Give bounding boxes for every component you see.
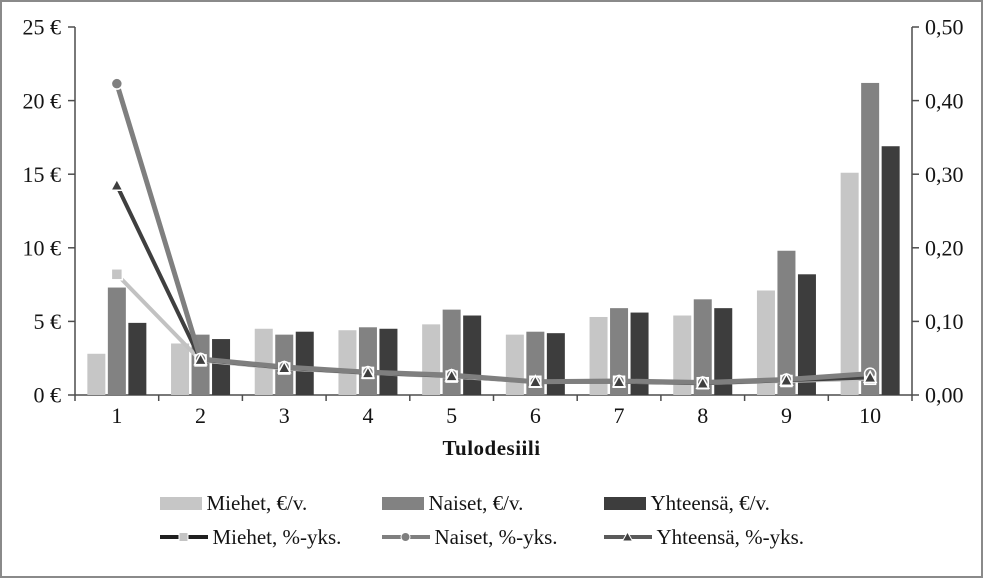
legend-label: Miehet, %-yks. <box>212 524 342 549</box>
bar <box>610 308 629 395</box>
bar <box>212 339 231 395</box>
legend-bar-swatch <box>603 497 646 510</box>
triangle-marker <box>862 369 878 384</box>
x-category-label: 9 <box>781 403 792 428</box>
bar <box>379 328 398 395</box>
right-axis-tick-label: 0,10 <box>925 309 964 334</box>
bar <box>881 146 900 395</box>
triangle-marker <box>528 374 543 388</box>
x-category-label: 3 <box>279 403 290 428</box>
legend-entry: Yhteensä, %-yks. <box>603 522 825 552</box>
bar <box>714 308 733 395</box>
legend-label: Yhteensä, €/v. <box>650 490 770 515</box>
bar <box>505 334 524 395</box>
bar <box>295 331 314 395</box>
triangle-marker <box>276 360 292 374</box>
left-axis-tick-label: 15 € <box>23 162 62 187</box>
bar <box>107 287 126 395</box>
legend-bar-swatch <box>159 497 202 510</box>
triangle-marker-icon <box>621 530 633 542</box>
legend-row-lines: Miehet, %-yks. Naiset, %-yks. Yhteensä, %-… <box>2 522 981 552</box>
legend-swatch <box>159 529 209 545</box>
x-category-label: 6 <box>530 403 541 428</box>
bar <box>589 316 608 395</box>
legend-entry: Miehet, %-yks. <box>159 522 381 552</box>
triangle-marker <box>444 368 459 382</box>
circle-marker <box>110 77 124 90</box>
right-axis-tick-label: 0,00 <box>925 383 964 408</box>
bar <box>797 274 816 395</box>
legend-row-bars: Miehet, €/v. Naiset, €/v. Yhteensä, €/v. <box>2 488 981 518</box>
triangle-marker <box>109 177 125 191</box>
legend-swatch <box>603 529 653 545</box>
x-category-label: 1 <box>111 403 122 428</box>
bar-series <box>128 146 900 395</box>
legend-label: Yhteensä, %-yks. <box>656 524 805 549</box>
square-marker-icon <box>178 532 188 542</box>
bar <box>777 250 796 395</box>
bar <box>756 290 775 395</box>
left-axis-tick-label: 10 € <box>23 236 62 261</box>
legend-entry: Yhteensä, €/v. <box>603 488 825 518</box>
legend-swatch <box>381 529 431 545</box>
x-category-label: 5 <box>446 403 457 428</box>
bar <box>840 172 859 395</box>
x-category-label: 4 <box>362 403 373 428</box>
bar <box>128 322 147 395</box>
right-axis-tick-label: 0,40 <box>925 88 964 113</box>
left-axis-tick-label: 0 € <box>34 383 62 408</box>
legend-bar-swatch <box>381 497 424 510</box>
combo-chart-plot: 0 € 5 € 10 € 15 € 20 € 25 € 0,00 0,10 0,20 0,30 0,… <box>23 15 964 428</box>
legend-entry: Naiset, €/v. <box>381 488 603 518</box>
chart-legend: Miehet, €/v. Naiset, €/v. Yhteensä, €/v. Mi… <box>2 488 981 556</box>
line-series <box>114 81 873 385</box>
x-category-label: 10 <box>859 403 881 428</box>
legend-entry: Miehet, €/v. <box>159 488 381 518</box>
bar <box>171 343 190 395</box>
right-axis-tick-label: 0,50 <box>925 15 964 40</box>
bar <box>693 299 712 395</box>
marker-series <box>109 177 878 389</box>
legend-entry: Naiset, %-yks. <box>381 522 603 552</box>
legend-swatch <box>603 495 647 511</box>
square-marker <box>110 268 124 281</box>
bar <box>546 333 565 395</box>
legend-swatch <box>381 495 425 511</box>
x-category-label: 2 <box>195 403 206 428</box>
left-axis-tick-label: 20 € <box>23 88 62 113</box>
bar <box>630 312 649 395</box>
triangle-marker <box>193 352 208 366</box>
bar <box>338 330 357 395</box>
triangle-marker <box>360 365 376 379</box>
circle-marker-icon <box>400 532 410 542</box>
x-category-label: 7 <box>614 403 625 428</box>
bar <box>422 324 441 395</box>
legend-swatch <box>159 495 203 511</box>
bar <box>463 315 482 395</box>
triangle-marker <box>611 374 627 388</box>
bar <box>87 353 106 395</box>
x-category-label: 8 <box>697 403 708 428</box>
triangle-marker <box>695 375 711 389</box>
legend-label: Naiset, %-yks. <box>434 524 558 549</box>
legend-label: Naiset, €/v. <box>428 490 524 515</box>
left-axis-tick-label: 25 € <box>23 15 62 40</box>
bar <box>254 328 273 395</box>
x-axis-title: Tulodesiili <box>442 436 541 460</box>
legend-label: Miehet, €/v. <box>206 490 308 515</box>
bar <box>673 315 692 395</box>
bar-series <box>87 172 859 395</box>
left-axis-tick-label: 5 € <box>34 309 62 334</box>
bar <box>358 327 377 395</box>
right-axis-tick-label: 0,20 <box>925 236 964 261</box>
bar <box>861 82 880 395</box>
triangle-marker <box>779 372 794 387</box>
right-axis-tick-label: 0,30 <box>925 162 964 187</box>
